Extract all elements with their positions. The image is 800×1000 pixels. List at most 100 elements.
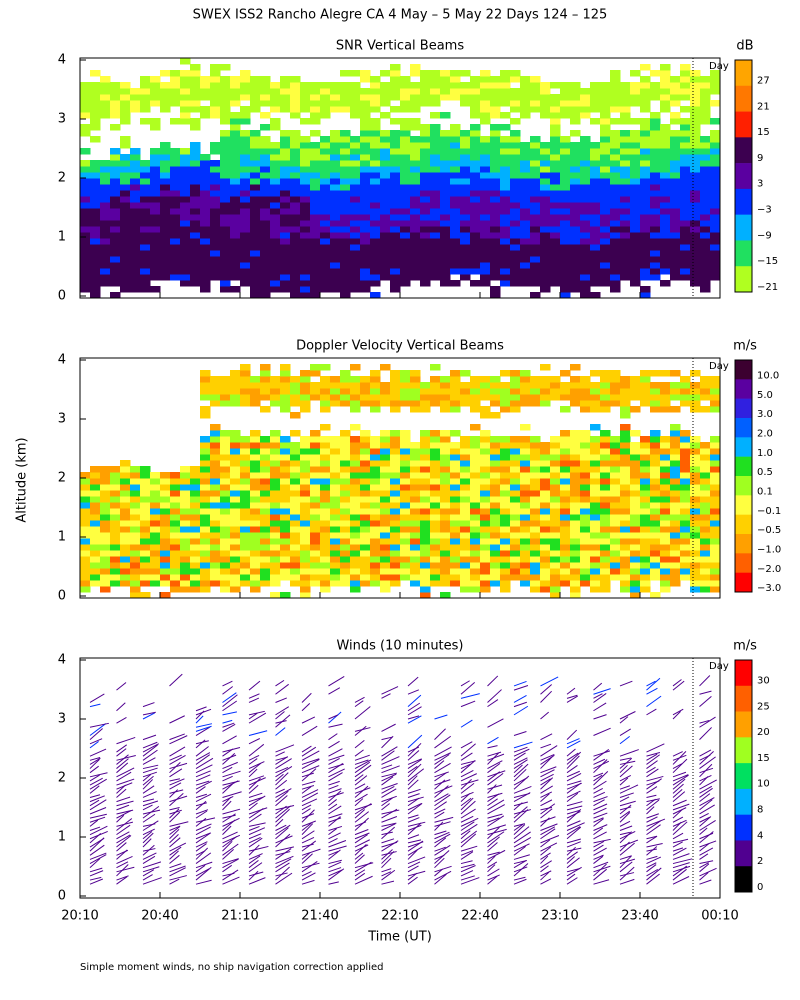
field-cell bbox=[110, 280, 121, 287]
field-cell bbox=[360, 388, 371, 395]
field-cell bbox=[410, 118, 421, 125]
field-cell bbox=[490, 472, 501, 479]
wind-barb bbox=[646, 816, 658, 823]
field-cell bbox=[240, 208, 251, 215]
field-cell bbox=[660, 556, 671, 563]
wind-barb bbox=[354, 832, 370, 840]
wind-barb bbox=[89, 852, 107, 860]
wind-barb bbox=[195, 739, 206, 749]
field-cell bbox=[620, 382, 631, 389]
wind-barb bbox=[328, 840, 347, 848]
field-cell bbox=[390, 508, 401, 515]
field-cell bbox=[110, 550, 121, 557]
field-cell bbox=[690, 448, 701, 455]
wind-barb bbox=[195, 868, 210, 877]
field-cell bbox=[260, 142, 271, 149]
wind-barb bbox=[513, 759, 528, 769]
field-cell bbox=[200, 238, 211, 245]
field-cell bbox=[520, 160, 531, 167]
field-cell bbox=[470, 202, 481, 209]
field-cell bbox=[280, 472, 291, 479]
field-cell bbox=[700, 142, 711, 149]
field-cell bbox=[400, 238, 411, 245]
field-cell bbox=[360, 448, 371, 455]
field-cell bbox=[290, 412, 301, 419]
field-cell bbox=[140, 562, 151, 569]
field-cell bbox=[370, 508, 381, 515]
field-cell bbox=[500, 112, 511, 119]
wind-barb bbox=[407, 788, 421, 794]
field-cell bbox=[520, 250, 531, 257]
field-cell bbox=[230, 382, 241, 389]
field-cell bbox=[440, 160, 451, 167]
panel: Doppler Velocity Vertical BeamsDay01234m… bbox=[58, 339, 782, 604]
field-cell bbox=[180, 184, 191, 191]
field-cell bbox=[430, 436, 441, 443]
field-cell bbox=[510, 550, 521, 557]
field-cell bbox=[350, 136, 361, 143]
wind-barb bbox=[248, 761, 265, 770]
colorbar-label: 21 bbox=[757, 101, 770, 112]
field-cell bbox=[140, 472, 151, 479]
field-cell bbox=[350, 148, 361, 155]
wind-barb bbox=[407, 775, 418, 786]
field-cell bbox=[540, 220, 551, 227]
field-cell bbox=[510, 268, 521, 275]
field-cell bbox=[390, 88, 401, 95]
field-cell bbox=[520, 442, 531, 449]
y-tick-label: 4 bbox=[58, 53, 66, 68]
field-cell bbox=[260, 568, 271, 575]
field-cell bbox=[270, 244, 281, 251]
field-cell bbox=[570, 484, 581, 491]
field-cell bbox=[480, 148, 491, 155]
wind-barb bbox=[672, 838, 689, 844]
field-cell bbox=[220, 448, 231, 455]
field-cell bbox=[520, 88, 531, 95]
field-cell bbox=[550, 562, 561, 569]
field-cell bbox=[710, 544, 721, 551]
field-cell bbox=[550, 196, 561, 203]
wind-barb bbox=[381, 797, 393, 807]
field-cell bbox=[170, 94, 181, 101]
field-cell bbox=[500, 202, 511, 209]
field-cell bbox=[210, 436, 221, 443]
field-cell bbox=[290, 202, 301, 209]
field-cell bbox=[490, 382, 501, 389]
field-cell bbox=[380, 154, 391, 161]
field-cell bbox=[300, 472, 311, 479]
field-cell bbox=[690, 460, 701, 467]
field-cell bbox=[380, 460, 391, 467]
field-cell bbox=[250, 472, 261, 479]
field-cell bbox=[400, 106, 411, 113]
field-cell bbox=[540, 100, 551, 107]
field-cell bbox=[140, 538, 151, 545]
field-cell bbox=[180, 244, 191, 251]
field-cell bbox=[710, 166, 721, 173]
field-cell bbox=[350, 250, 361, 257]
field-cell bbox=[400, 196, 411, 203]
wind-barb bbox=[248, 807, 268, 815]
wind-barb bbox=[593, 854, 604, 860]
field-cell bbox=[310, 112, 321, 119]
field-cell bbox=[440, 142, 451, 149]
field-cell bbox=[190, 532, 201, 539]
field-cell bbox=[270, 280, 281, 287]
wind-barb bbox=[646, 687, 658, 695]
field-cell bbox=[240, 502, 251, 509]
field-cell bbox=[420, 508, 431, 515]
field-cell bbox=[90, 94, 101, 101]
field-cell bbox=[510, 136, 521, 143]
field-cell bbox=[480, 100, 491, 107]
field-cell bbox=[530, 262, 541, 269]
wind-barb bbox=[248, 784, 259, 794]
field-cell bbox=[440, 184, 451, 191]
field-cell bbox=[580, 508, 591, 515]
field-cell bbox=[500, 280, 511, 287]
wind-barb bbox=[275, 855, 294, 865]
field-cell bbox=[650, 562, 661, 569]
field-cell bbox=[220, 502, 231, 509]
field-cell bbox=[580, 256, 591, 263]
field-cell bbox=[300, 406, 311, 413]
field-cell bbox=[190, 82, 201, 89]
field-cell bbox=[520, 106, 531, 113]
